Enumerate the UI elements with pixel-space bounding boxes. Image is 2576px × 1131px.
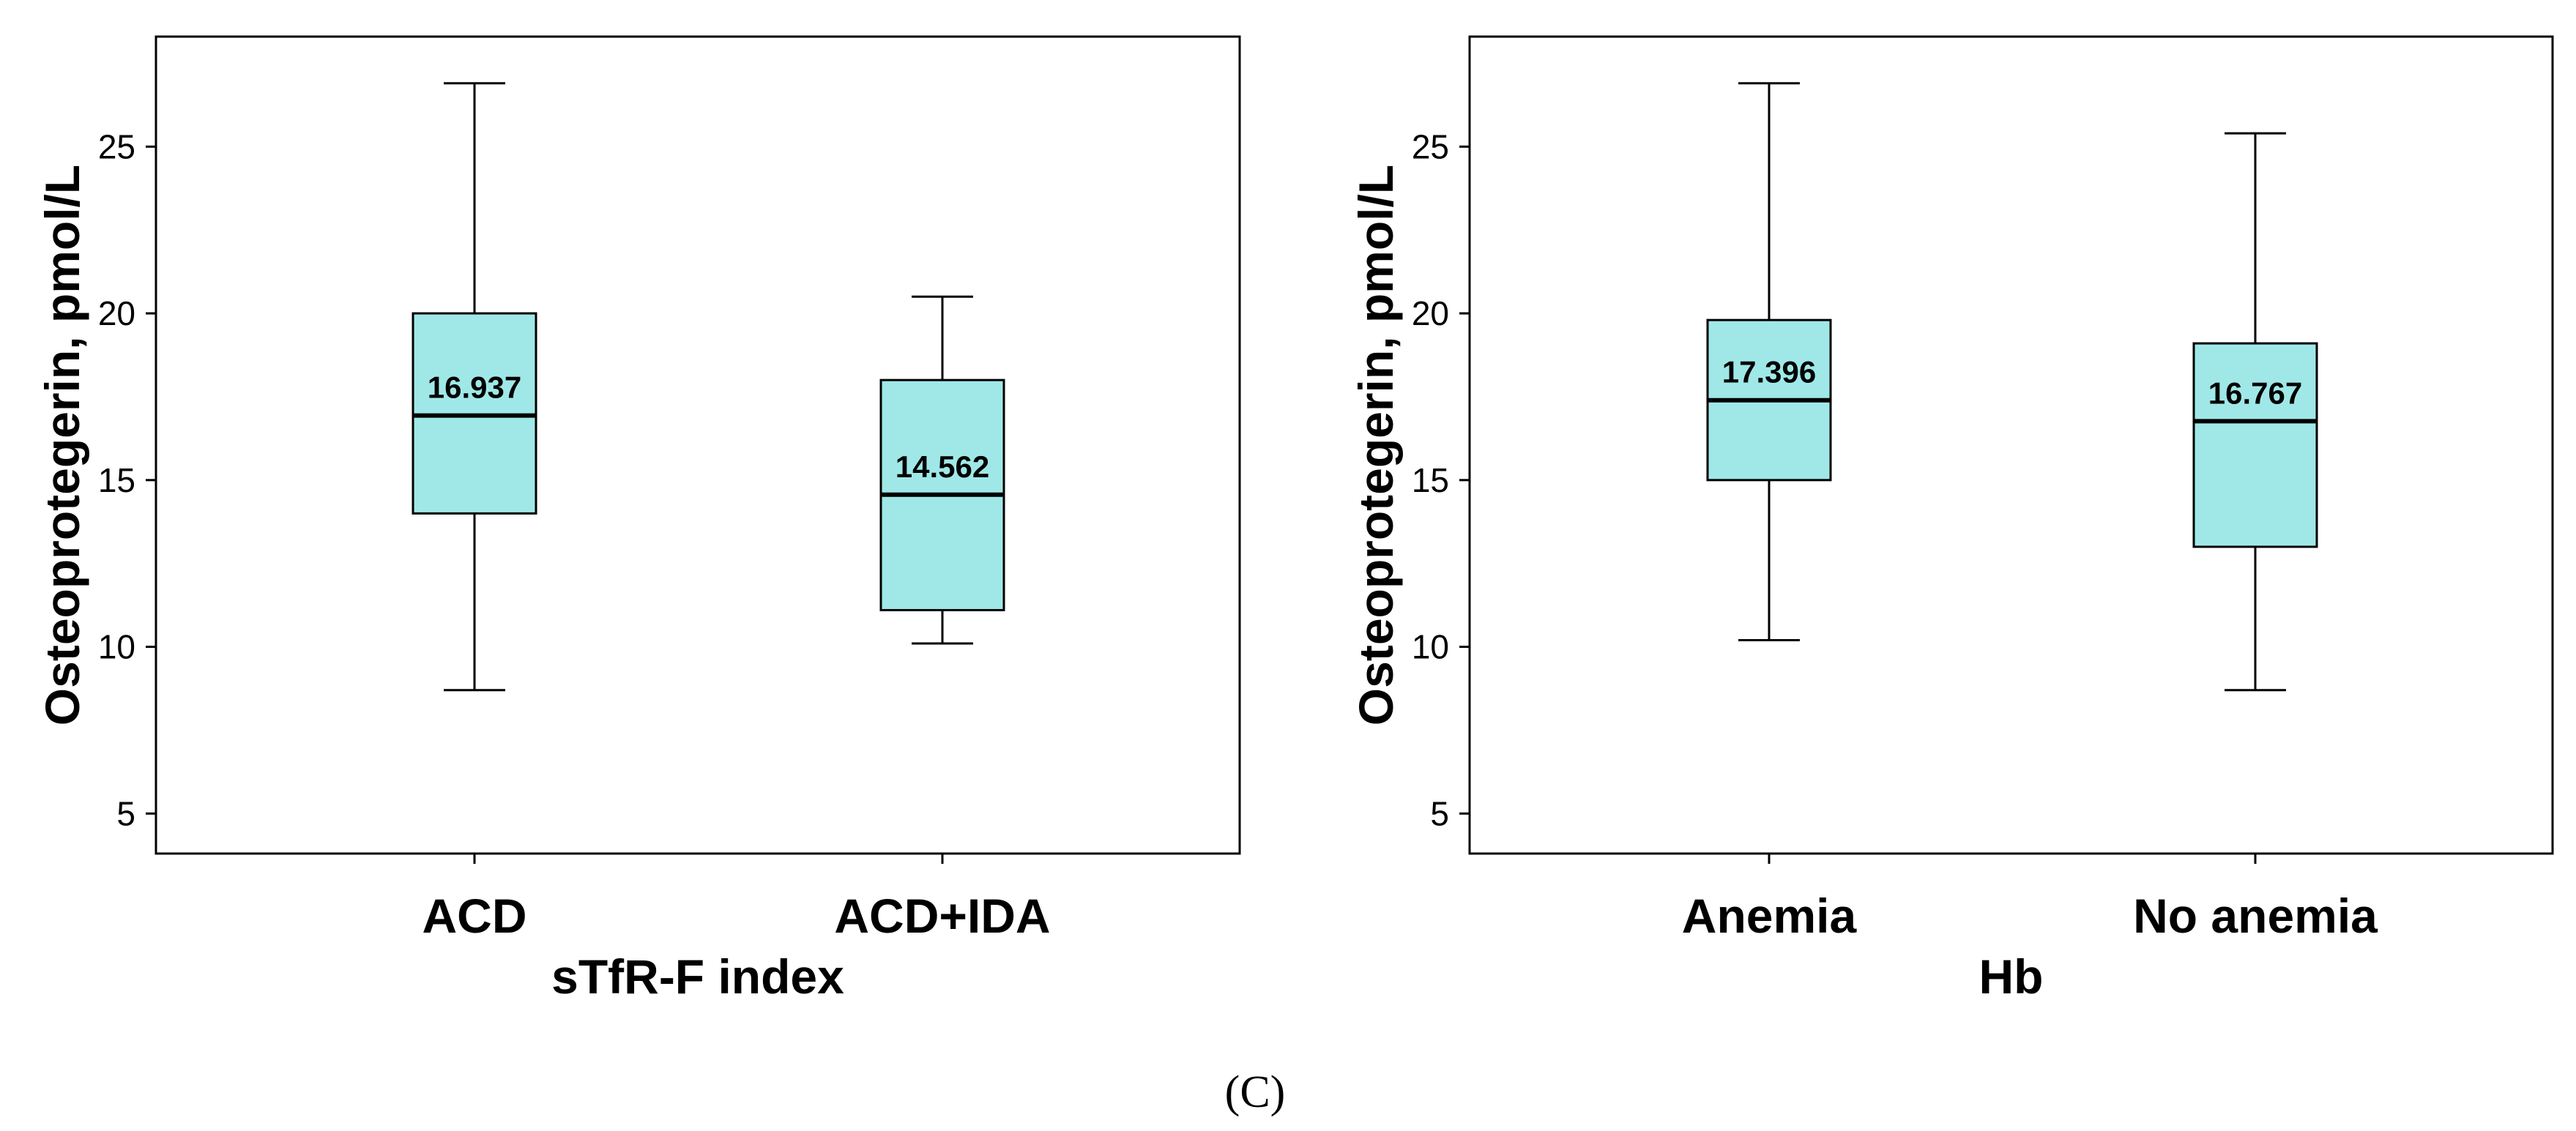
plot-frame bbox=[155, 35, 1241, 855]
y-axis-title: Osteoprotegerin, pmol/L bbox=[1349, 165, 1403, 725]
median-label-acd-ida: 14.562 bbox=[896, 449, 989, 484]
x-tick-label-acd-ida: ACD+IDA bbox=[834, 889, 1050, 943]
y-tick-label: 5 bbox=[1430, 794, 1449, 832]
x-tick-label-anemia: Anemia bbox=[1682, 889, 1858, 943]
median-label-acd: 16.937 bbox=[428, 370, 521, 405]
y-tick-label: 20 bbox=[98, 294, 135, 332]
plot-frame bbox=[1468, 35, 2554, 855]
y-tick-label: 25 bbox=[1412, 127, 1449, 165]
y-tick-label: 20 bbox=[1412, 294, 1449, 332]
x-tick-label-no-anemia: No anemia bbox=[2133, 889, 2378, 943]
y-tick-label: 25 bbox=[98, 127, 135, 165]
y-tick-label: 15 bbox=[1412, 461, 1449, 499]
figure-caption: (C) bbox=[1225, 1067, 1286, 1117]
y-tick-label: 15 bbox=[98, 461, 135, 499]
y-axis-title: Osteoprotegerin, pmol/L bbox=[35, 165, 89, 725]
y-tick-label: 10 bbox=[1412, 628, 1449, 666]
median-label-no-anemia: 16.767 bbox=[2208, 376, 2302, 410]
x-tick-label-acd: ACD bbox=[422, 889, 527, 943]
median-label-anemia: 17.396 bbox=[1722, 355, 1816, 389]
x-axis-title: sTfR-F index bbox=[551, 949, 844, 1004]
y-tick-label: 5 bbox=[116, 794, 135, 832]
box-no-anemia bbox=[2192, 342, 2318, 548]
x-axis-title: Hb bbox=[1979, 949, 2044, 1004]
y-tick-label: 10 bbox=[98, 628, 135, 666]
